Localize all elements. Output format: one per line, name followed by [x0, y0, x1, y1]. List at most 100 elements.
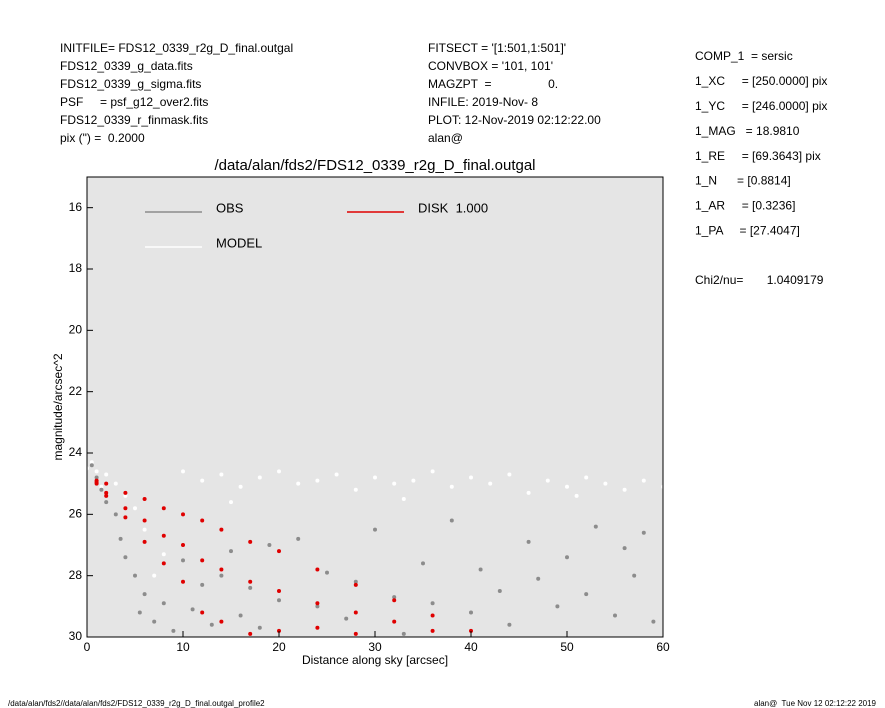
data-point	[219, 567, 224, 572]
data-point	[257, 475, 262, 480]
data-point	[353, 582, 358, 587]
data-point	[469, 628, 473, 633]
data-point	[353, 579, 358, 584]
data-point	[526, 539, 531, 544]
data-point	[430, 628, 435, 633]
data-point	[219, 472, 224, 477]
data-point	[152, 619, 157, 624]
data-point	[315, 567, 320, 572]
data-point	[392, 598, 397, 603]
plot-background	[87, 177, 663, 637]
data-point	[277, 589, 281, 593]
data-point	[94, 481, 99, 486]
data-point	[94, 475, 99, 480]
x-tick-label: 40	[464, 640, 478, 654]
data-point	[209, 622, 214, 627]
data-point	[401, 497, 406, 501]
data-point	[229, 549, 233, 554]
footer-path: /data/alan/fds2//data/alan/fds2/FDS12_03…	[8, 699, 265, 708]
data-point	[373, 475, 377, 480]
data-point	[104, 472, 109, 477]
data-point	[296, 536, 301, 541]
header-line: INITFILE= FDS12_0339_r2g_D_final.outgal	[60, 41, 293, 55]
data-point	[104, 490, 109, 495]
y-tick-label: 24	[69, 445, 83, 459]
data-point	[200, 518, 205, 523]
param-line: 1_XC = [250.0000] pix	[695, 74, 827, 88]
data-point	[353, 631, 358, 636]
data-point	[574, 493, 579, 498]
data-point	[181, 543, 185, 547]
param-line: 1_AR = [0.3236]	[695, 199, 795, 213]
data-point	[622, 546, 627, 551]
param-line: COMP_1 = sersic	[695, 49, 793, 63]
header-line: FDS12_0339_g_data.fits	[60, 59, 193, 73]
data-point	[401, 631, 406, 636]
header-line: INFILE: 2019-Nov- 8	[428, 95, 538, 109]
data-point	[142, 527, 147, 532]
data-point	[565, 484, 569, 489]
data-point	[497, 589, 502, 593]
data-point	[137, 610, 142, 615]
data-point	[171, 628, 176, 633]
data-point	[622, 487, 627, 492]
data-point	[296, 481, 301, 486]
data-point	[200, 558, 205, 563]
data-point	[248, 631, 253, 636]
data-point	[123, 493, 128, 498]
data-point	[133, 573, 137, 578]
data-point	[181, 469, 185, 474]
data-point	[89, 463, 94, 468]
data-point	[430, 601, 435, 606]
data-point	[353, 610, 358, 615]
data-point	[613, 613, 617, 618]
data-point	[257, 625, 262, 630]
header-line: MAGZPT = 0.	[428, 77, 558, 91]
data-point	[632, 573, 637, 578]
header-line: PSF = psf_g12_over2.fits	[60, 95, 208, 109]
legend-label: MODEL	[216, 235, 262, 250]
data-point	[104, 493, 109, 498]
data-point	[277, 549, 281, 554]
data-point	[181, 579, 185, 584]
data-point	[449, 518, 454, 523]
data-point	[334, 472, 339, 477]
data-point	[161, 561, 166, 566]
header-line: alan@	[428, 131, 463, 145]
data-point	[113, 481, 118, 486]
data-point	[89, 460, 94, 465]
data-point	[123, 555, 128, 560]
x-tick-label: 60	[656, 640, 670, 654]
data-point	[325, 570, 329, 575]
data-point	[344, 616, 349, 621]
data-point	[478, 567, 483, 572]
data-point	[248, 579, 253, 584]
y-tick-label: 18	[69, 261, 83, 275]
data-point	[469, 610, 473, 615]
data-point	[584, 475, 589, 480]
x-axis-label: Distance along sky [arcsec]	[302, 653, 448, 667]
data-point	[219, 619, 224, 624]
data-point	[267, 543, 272, 547]
footer-stamp: alan@ Tue Nov 12 02:12:22 2019	[754, 699, 877, 708]
data-point	[104, 500, 109, 505]
data-point	[555, 604, 560, 609]
data-point	[219, 573, 224, 578]
data-point	[181, 512, 185, 517]
data-point	[449, 484, 454, 489]
header-line: pix (") = 0.2000	[60, 131, 145, 145]
data-point	[545, 478, 550, 483]
data-point	[123, 506, 128, 511]
data-point	[392, 595, 397, 600]
data-point	[248, 585, 253, 590]
param-line: 1_N = [0.8814]	[695, 174, 791, 188]
data-point	[113, 512, 118, 517]
data-point	[133, 506, 137, 511]
data-point	[181, 558, 185, 563]
data-point	[190, 607, 195, 612]
x-tick-label: 10	[176, 640, 190, 654]
data-point	[152, 573, 157, 578]
chi2: Chi2/nu= 1.0409179	[695, 273, 824, 287]
data-point	[469, 475, 473, 480]
data-point	[507, 622, 512, 627]
